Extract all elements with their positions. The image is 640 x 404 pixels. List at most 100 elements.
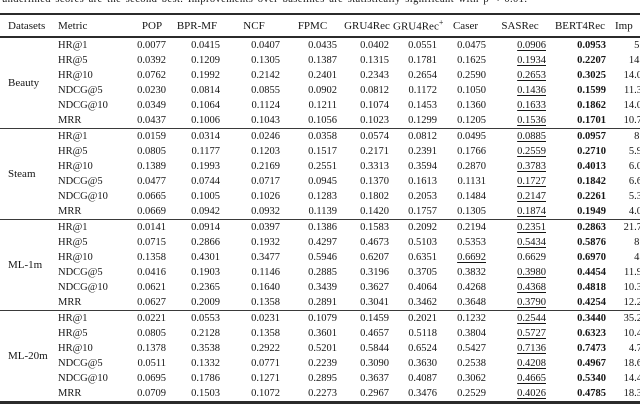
header-datasets: Datasets — [8, 19, 46, 32]
value-cell: 0.1932 — [251, 237, 280, 248]
value-cell: 0.4301 — [191, 252, 220, 263]
value-cell: 0.0358 — [284, 128, 341, 144]
value-cell: 0.0812 — [360, 85, 389, 96]
value-cell: 0.3440 — [550, 310, 610, 326]
value-cell: 0.0669 — [137, 206, 166, 217]
value-cell: 0.1072 — [251, 388, 280, 399]
value-cell: 0.0511 — [137, 358, 167, 369]
value-cell: 0.1131 — [457, 176, 487, 187]
header-bert4rec: BERT4Rec — [554, 19, 606, 32]
value-cell: 0.2391 — [408, 146, 437, 157]
value-cell: 0.0771 — [251, 358, 280, 369]
value-cell: 0.1625 — [457, 55, 486, 66]
table-row: NDCG@10 0.0621 0.2365 0.1640 0.3439 0.3627 0.4… — [0, 280, 640, 295]
value-cell: 0.4368 — [517, 282, 546, 293]
value-cell: 0.0314 — [170, 128, 224, 144]
value-cell: 0.1934 — [517, 55, 546, 66]
value-cell: 0.1203 — [251, 146, 280, 157]
value-cell: 0.0246 — [224, 128, 284, 144]
value-cell: 0.0415 — [170, 36, 224, 53]
value-cell: 0.0402 — [341, 36, 393, 53]
table-row: Steam HR@1 0.0159 0.0314 0.0246 0.0358 0.0574 0… — [0, 128, 640, 220]
table-row: HR@5 0.0805 0.1177 0.1203 0.1517 0.2171 0.2391… — [0, 144, 640, 159]
value-cell: 0.1358 — [251, 328, 280, 339]
value-cell: 0.3476 — [408, 388, 437, 399]
value-cell: 0.1599 — [577, 85, 606, 96]
value-cell: 0.0945 — [308, 176, 337, 187]
value-cell: 0.2239 — [308, 358, 337, 369]
value-cell: 0.3025 — [577, 70, 606, 81]
table-row: MRR 0.0669 0.0942 0.0932 0.1139 0.1420 0.1757 0… — [0, 204, 640, 220]
value-cell: 0.3627 — [360, 282, 389, 293]
value-cell: 0.1139 — [308, 206, 338, 217]
value-cell: 0.5340 — [577, 373, 606, 384]
metric-cell: HR@5 — [58, 237, 88, 248]
value-cell: 0.1360 — [457, 100, 486, 111]
value-cell: 0.3832 — [457, 267, 486, 278]
value-cell: 0.3601 — [308, 328, 337, 339]
improvement-cell-clipped: 4.0 — [628, 206, 640, 217]
table-row: NDCG@5 0.0416 0.1903 0.1146 0.2885 0.3196 0.37… — [0, 265, 640, 280]
table-row: HR@5 0.0805 0.2128 0.1358 0.3601 0.4657 0.5118… — [0, 326, 640, 341]
metric-cell: NDCG@10 — [58, 282, 108, 293]
value-cell: 0.0475 — [441, 36, 490, 53]
value-cell: 0.6351 — [408, 252, 437, 263]
metric-cell: HR@1 — [58, 128, 134, 144]
value-cell: 0.1727 — [517, 176, 546, 187]
value-cell: 0.3196 — [360, 267, 389, 278]
value-cell: 0.4818 — [577, 282, 606, 293]
value-cell: 0.0953 — [550, 36, 610, 53]
value-cell: 0.2365 — [191, 282, 220, 293]
value-cell: 0.5103 — [408, 237, 437, 248]
header-pop: POP — [141, 19, 163, 32]
value-cell: 0.0221 — [134, 310, 170, 326]
improvement-cell-clipped: 10.3 — [623, 282, 640, 293]
header-caser: Caser — [452, 19, 479, 32]
improvement-cell-clipped: 14.0 — [623, 100, 640, 111]
improvement-cell-clipped: 5.3 — [628, 191, 640, 202]
value-cell: 0.2654 — [408, 70, 437, 81]
value-cell: 0.0805 — [137, 328, 166, 339]
value-cell: 0.4297 — [308, 237, 337, 248]
value-cell: 0.0906 — [490, 36, 550, 53]
value-cell: 0.3630 — [408, 358, 437, 369]
value-cell: 0.0477 — [137, 176, 166, 187]
value-cell: 0.0942 — [191, 206, 220, 217]
value-cell: 0.5118 — [408, 328, 438, 339]
metric-cell: MRR — [58, 388, 82, 399]
metric-cell: NDCG@5 — [58, 267, 103, 278]
value-cell: 0.0159 — [134, 128, 170, 144]
value-cell: 0.1305 — [457, 206, 486, 217]
value-cell: 0.2053 — [408, 191, 437, 202]
metric-cell: NDCG@5 — [58, 176, 103, 187]
value-cell: 0.0665 — [137, 191, 166, 202]
value-cell: 0.0392 — [137, 55, 166, 66]
value-cell: 0.3313 — [360, 161, 389, 172]
header-gru4rec: GRU4Rec — [344, 19, 390, 32]
header-fpmc: FPMC — [297, 19, 328, 32]
metric-cell: HR@1 — [58, 310, 134, 326]
value-cell: 0.2529 — [457, 388, 486, 399]
value-cell: 0.1005 — [191, 191, 220, 202]
value-cell: 0.3705 — [408, 267, 437, 278]
value-cell: 0.0812 — [393, 128, 441, 144]
value-cell: 0.0077 — [134, 36, 170, 53]
value-cell: 0.3980 — [517, 267, 546, 278]
value-cell: 0.0551 — [393, 36, 441, 53]
value-cell: 0.1177 — [191, 146, 221, 157]
dataset-cell: ML-20m — [0, 310, 58, 403]
value-cell: 0.1993 — [191, 161, 220, 172]
dataset-cell: Steam — [0, 128, 58, 220]
value-cell: 0.0416 — [137, 267, 166, 278]
value-cell: 0.1023 — [360, 115, 389, 126]
value-cell: 0.2128 — [191, 328, 220, 339]
value-cell: 0.1766 — [457, 146, 486, 157]
value-cell: 0.5727 — [517, 328, 546, 339]
value-cell: 0.0437 — [137, 115, 166, 126]
table-row: NDCG@5 0.0230 0.0814 0.0855 0.0902 0.0812 0.11… — [0, 83, 640, 98]
value-cell: 0.1074 — [360, 100, 389, 111]
dataset-cell: Beauty — [0, 36, 58, 129]
value-cell: 0.0715 — [137, 237, 166, 248]
value-cell: 0.2351 — [490, 219, 550, 235]
value-cell: 0.0957 — [550, 128, 610, 144]
